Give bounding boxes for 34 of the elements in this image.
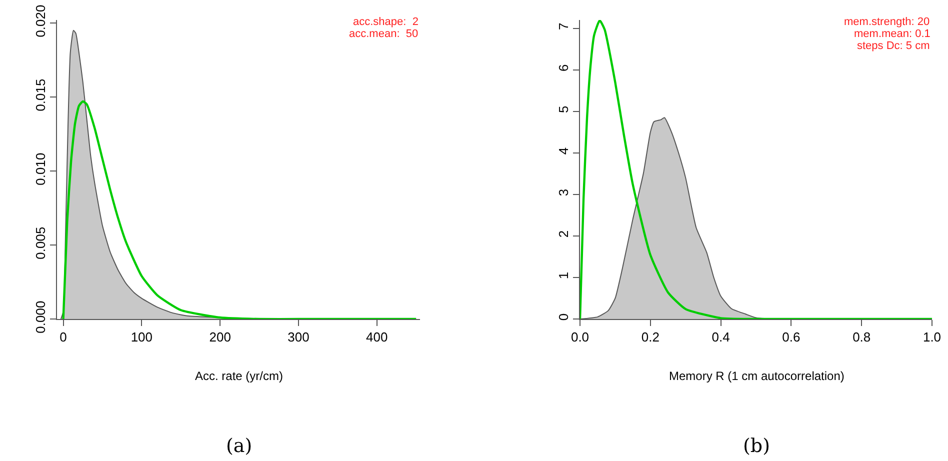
x-tick-label: 0.0 [570, 330, 590, 345]
text: (b) [743, 435, 770, 457]
x-tick-label: 0.8 [852, 330, 871, 345]
y-tick-label: 0.000 [32, 300, 48, 334]
y-tick-label: 2 [556, 230, 571, 238]
y-tick-label: 5 [556, 106, 571, 114]
annotation: mem.strength: 20 [844, 16, 930, 28]
y-tick-label: 0.005 [32, 226, 48, 260]
y-tick-label: 6 [556, 64, 571, 72]
y-tick-label: 0.020 [32, 4, 48, 38]
x-axis-title: Acc. rate (yr/cm) [195, 369, 284, 383]
annotation: acc.mean: 50 [349, 28, 418, 40]
x-tick-label: 1.0 [922, 330, 942, 345]
y-tick-label: 0.015 [32, 78, 48, 112]
x-axis-title: Memory R (1 cm autocorrelation) [669, 369, 844, 383]
x-tick-label: 400 [366, 330, 388, 345]
x-tick-label: 200 [209, 330, 231, 345]
annotation: mem.mean: 0.1 [854, 28, 930, 40]
x-tick-label: 0.4 [712, 330, 730, 345]
y-tick-label: 0.010 [32, 152, 48, 186]
x-tick-label: 100 [130, 330, 153, 345]
annotation: acc.shape: 2 [353, 16, 418, 28]
y-tick-label: 3 [556, 188, 571, 196]
line-series [62, 100, 418, 319]
y-tick-label: 7 [556, 22, 571, 30]
text: (a) [226, 435, 252, 457]
x-tick-label: 0.6 [782, 330, 800, 345]
x-tick-label: 300 [288, 330, 310, 345]
x-tick-label: 0.2 [641, 330, 660, 345]
y-tick-label: 0 [556, 313, 571, 321]
y-tick-label: 1 [556, 272, 571, 280]
x-tick-label: 0 [60, 330, 67, 345]
y-tick-label: 4 [556, 147, 571, 155]
annotation: steps Dc: 5 cm [857, 40, 930, 52]
